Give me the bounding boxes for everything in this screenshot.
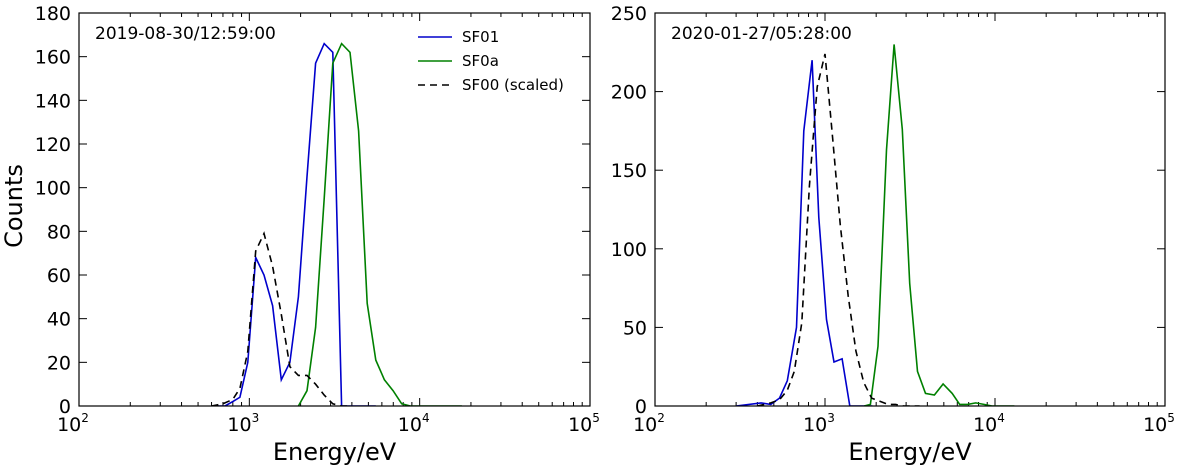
x-axis-label: Energy/eV: [848, 438, 972, 466]
y-tick-label: 40: [47, 309, 71, 331]
legend-label: SF01: [462, 28, 499, 46]
y-tick-label: 180: [35, 3, 71, 25]
series-line-sf0a: [864, 44, 1015, 406]
y-tick-label: 80: [47, 221, 71, 243]
plot-frame: [78, 12, 591, 407]
x-tick-label: 104: [398, 411, 430, 436]
x-tick-label: 104: [973, 411, 1005, 436]
legend: SF01 SF0a SF00 (scaled): [418, 28, 564, 94]
y-tick-label: 150: [611, 160, 647, 182]
legend-label: SF00 (scaled): [462, 76, 564, 94]
y-axis-label-left: Counts: [0, 164, 28, 248]
plot-frame: [654, 12, 1166, 407]
series-line-sf00-scaled: [757, 53, 920, 406]
timestamp-annotation: 2019-08-30/12:59:00: [95, 24, 276, 44]
x-axis-label: Energy/eV: [273, 438, 397, 466]
legend-label: SF0a: [462, 52, 499, 70]
x-tick-label: 105: [1143, 411, 1175, 436]
series-line-sf00-scaled: [211, 231, 350, 406]
y-tick-label: 0: [59, 396, 71, 418]
series-line-sf0a: [297, 42, 462, 406]
x-tick-label: 105: [568, 411, 600, 436]
y-tick-label: 120: [35, 134, 71, 156]
y-tick-label: 200: [611, 82, 647, 104]
series-line-sf01: [217, 42, 376, 406]
y-tick-label: 100: [35, 178, 71, 200]
y-tick-label: 20: [47, 352, 71, 374]
series-line-sf01: [736, 60, 873, 406]
x-tick-label: 102: [57, 411, 89, 436]
timestamp-annotation: 2020-01-27/05:28:00: [671, 24, 852, 44]
y-tick-label: 160: [35, 47, 71, 69]
y-tick-label: 60: [47, 265, 71, 287]
x-tick-label: 102: [633, 411, 665, 436]
y-tick-label: 0: [635, 396, 647, 418]
y-tick-label: 50: [623, 317, 647, 339]
left-chart-panel: 102 103 104 105 0 20 40 60 80 100 120 140 160 180 2019…: [35, 3, 600, 466]
right-chart-panel: 102 103 104 105 0 50 100 150 200 250 2020-01-27/05…: [611, 3, 1175, 466]
y-tick-label: 140: [35, 90, 71, 112]
y-tick-label: 250: [611, 3, 647, 25]
x-tick-label: 103: [227, 411, 259, 436]
y-tick-label: 100: [611, 239, 647, 261]
x-tick-label: 103: [803, 411, 835, 436]
